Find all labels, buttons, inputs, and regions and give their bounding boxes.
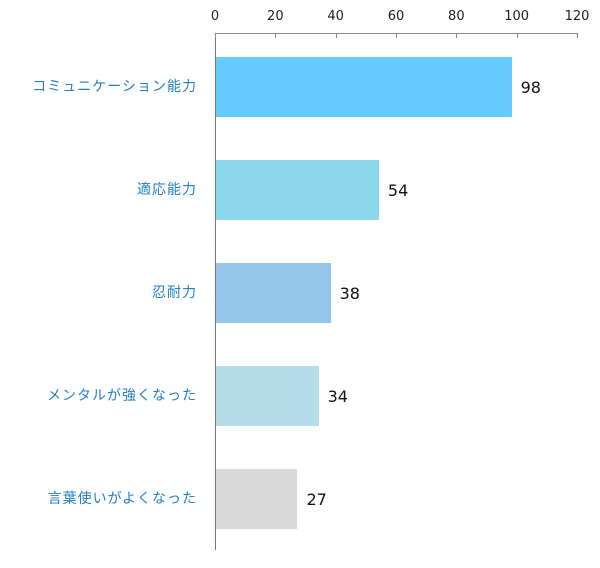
- x-tick-mark: [577, 33, 578, 38]
- x-tick-label: 0: [210, 9, 220, 24]
- x-tick-mark: [456, 33, 457, 38]
- bar: [216, 469, 298, 529]
- bar: [216, 263, 331, 323]
- x-tick-mark: [517, 33, 518, 38]
- category-label: メンタルが強くなった: [47, 388, 197, 404]
- category-label: コミュニケーション能力: [32, 79, 197, 95]
- x-tick-mark: [396, 33, 397, 38]
- x-tick-label: 120: [564, 9, 590, 24]
- value-label: 34: [327, 387, 348, 406]
- x-tick-mark: [215, 33, 216, 38]
- x-tick-label: 20: [267, 9, 284, 24]
- value-label: 38: [339, 284, 360, 303]
- value-label: 27: [306, 490, 327, 509]
- x-tick-label: 40: [327, 9, 344, 24]
- bar: [216, 57, 512, 117]
- x-tick-mark: [275, 33, 276, 38]
- value-label: 98: [520, 78, 541, 97]
- x-tick-label: 100: [504, 9, 530, 24]
- category-label: 言葉使いがよくなった: [47, 491, 197, 507]
- category-label: 忍耐力: [152, 285, 197, 301]
- value-label: 54: [387, 181, 409, 200]
- bar: [216, 366, 319, 426]
- x-tick-label: 60: [387, 9, 405, 24]
- category-label: 適応能力: [137, 182, 197, 198]
- x-tick-mark: [336, 33, 337, 38]
- x-tick-label: 80: [448, 9, 465, 24]
- y-axis-line: [215, 33, 216, 550]
- bar: [216, 160, 379, 220]
